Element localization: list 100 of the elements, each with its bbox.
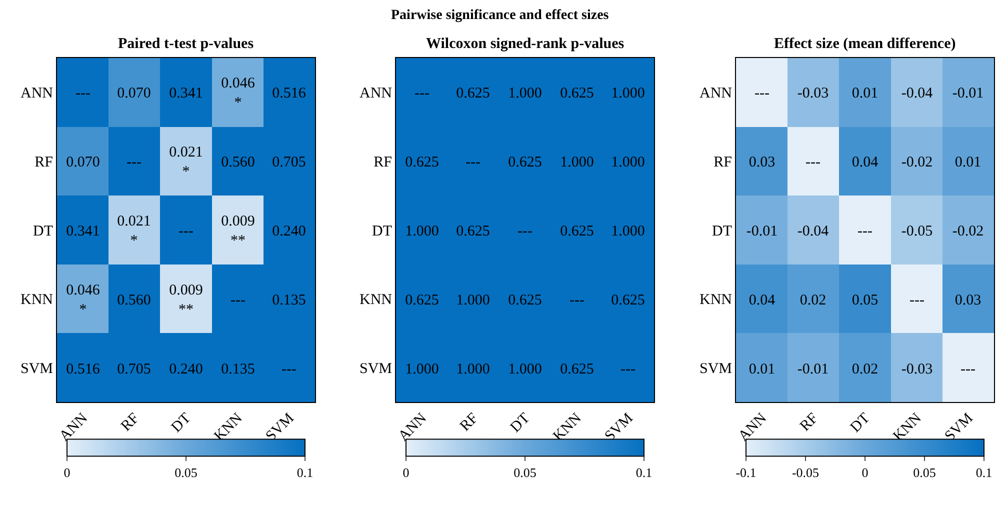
data-label: 0.04 xyxy=(748,292,776,308)
data-label: 1.000 xyxy=(611,223,645,240)
x-tick-label: RF xyxy=(797,410,822,435)
data-label: 0.01 xyxy=(852,85,878,102)
data-label: 0.070 xyxy=(117,85,151,102)
data-label: -0.04 xyxy=(901,85,934,102)
x-tick-label: RF xyxy=(118,410,143,435)
text: --- xyxy=(230,292,246,308)
data-label: 0.625 xyxy=(508,154,542,170)
data-label: 0.516 xyxy=(272,85,306,102)
color-bar-label: 0 xyxy=(64,464,70,480)
text: --- xyxy=(76,85,90,102)
data-label: 0.240 xyxy=(169,361,203,378)
text: --- xyxy=(126,154,142,170)
data-label: 0.021 * xyxy=(117,214,151,249)
y-tick-label: RF xyxy=(34,154,53,170)
data-label: 1.000 xyxy=(508,85,542,102)
data-label: 0.516 xyxy=(66,361,100,378)
data-label: 1.000 xyxy=(456,292,490,308)
data-label: -0.02 xyxy=(901,154,933,170)
data-label: 1.000 xyxy=(611,85,645,102)
data-label: 0.135 xyxy=(272,292,306,308)
x-tick-label: RF xyxy=(457,410,482,435)
data-label: 0.009 ** xyxy=(169,282,203,318)
data-label: 0.625 xyxy=(560,223,594,240)
y-tick-label: ANN xyxy=(700,86,732,102)
data-label: 0.070 xyxy=(66,154,100,170)
color-bar-label: 0.1 xyxy=(296,464,314,480)
text: --- xyxy=(910,292,924,308)
data-label: 0.02 xyxy=(852,361,878,378)
y-tick-label: RF xyxy=(714,154,732,170)
chart-title: Paired t-test p-values xyxy=(118,36,254,52)
data-label: 0.625 xyxy=(611,292,645,308)
data-label: 0.560 xyxy=(221,154,255,170)
color-bar-label: 0.05 xyxy=(174,464,198,480)
color-bar-label: 0 xyxy=(862,464,868,480)
y-tick-label: KNN xyxy=(20,292,54,308)
data-label: 0.625 xyxy=(405,154,439,170)
x-tick-label: DT xyxy=(848,410,874,436)
y-tick-label: SVM xyxy=(359,360,392,377)
color-bar-label: -0.1 xyxy=(736,464,756,480)
data-label: 0.625 xyxy=(560,361,594,378)
data-label: 0.02 xyxy=(800,292,826,308)
data-label: -0.04 xyxy=(797,223,830,240)
data-label: 0.03 xyxy=(954,292,982,308)
data-label: 0.01 xyxy=(748,361,776,378)
data-label: 0.04 xyxy=(852,154,879,170)
y-tick-label: DT xyxy=(33,223,53,240)
data-label: 0.705 xyxy=(272,154,306,170)
data-label: 0.341 xyxy=(66,223,100,240)
color-bar-label: 0.1 xyxy=(976,464,992,480)
chart-title: Wilcoxon signed-rank p-values xyxy=(426,36,624,52)
data-label: 0.135 xyxy=(221,361,255,378)
text: --- xyxy=(282,361,296,378)
text: --- xyxy=(858,223,872,240)
data-label: 1.000 xyxy=(405,361,439,378)
y-tick-label: KNN xyxy=(700,292,732,308)
data-label: -0.01 xyxy=(746,223,778,240)
data-label: 0.05 xyxy=(852,292,878,308)
data-label: 1.000 xyxy=(611,154,645,170)
data-label: 1.000 xyxy=(508,361,542,378)
data-label: 0.625 xyxy=(405,292,439,308)
data-label: -0.01 xyxy=(797,361,829,378)
x-tick-label: DT xyxy=(168,410,194,436)
data-label: 0.03 xyxy=(748,154,776,170)
data-label: 0.625 xyxy=(456,85,490,102)
data-label: 1.000 xyxy=(456,361,490,378)
text: --- xyxy=(570,292,584,308)
text: Pairwise significance and effect sizes xyxy=(391,8,610,23)
data-label: 0.01 xyxy=(954,154,982,170)
data-label: -0.03 xyxy=(797,85,829,102)
data-label: 0.625 xyxy=(508,292,542,308)
y-tick-label: ANN xyxy=(20,86,54,102)
data-label: 0.341 xyxy=(169,85,203,102)
chart-title: Effect size (mean difference) xyxy=(774,36,956,52)
text: --- xyxy=(466,154,480,170)
y-tick-label: DT xyxy=(372,223,392,240)
data-label: -0.05 xyxy=(901,223,933,240)
data-label: 0.625 xyxy=(560,85,594,102)
y-tick-label: SVM xyxy=(20,360,53,377)
color-bar-label: -0.05 xyxy=(792,464,820,480)
data-label: 0.021 * xyxy=(169,144,203,180)
data-label: 0.046 * xyxy=(66,282,100,318)
text: --- xyxy=(806,154,820,170)
y-tick-label: SVM xyxy=(699,360,732,377)
text: --- xyxy=(960,361,976,378)
data-label: -0.01 xyxy=(952,85,984,102)
text: --- xyxy=(518,223,532,240)
data-label: 0.625 xyxy=(456,223,490,240)
y-tick-label: ANN xyxy=(360,86,392,102)
color-bar-label: 0.05 xyxy=(913,464,936,480)
text: --- xyxy=(620,361,636,378)
text: --- xyxy=(414,85,430,102)
color-bar-label: 0 xyxy=(402,464,410,480)
color-bar-label: 0.05 xyxy=(514,464,536,480)
y-tick-label: DT xyxy=(712,223,732,240)
y-tick-label: KNN xyxy=(360,292,392,308)
data-label: 0.046 * xyxy=(221,76,256,111)
data-label: -0.03 xyxy=(901,361,933,378)
data-label: 1.000 xyxy=(560,154,594,170)
